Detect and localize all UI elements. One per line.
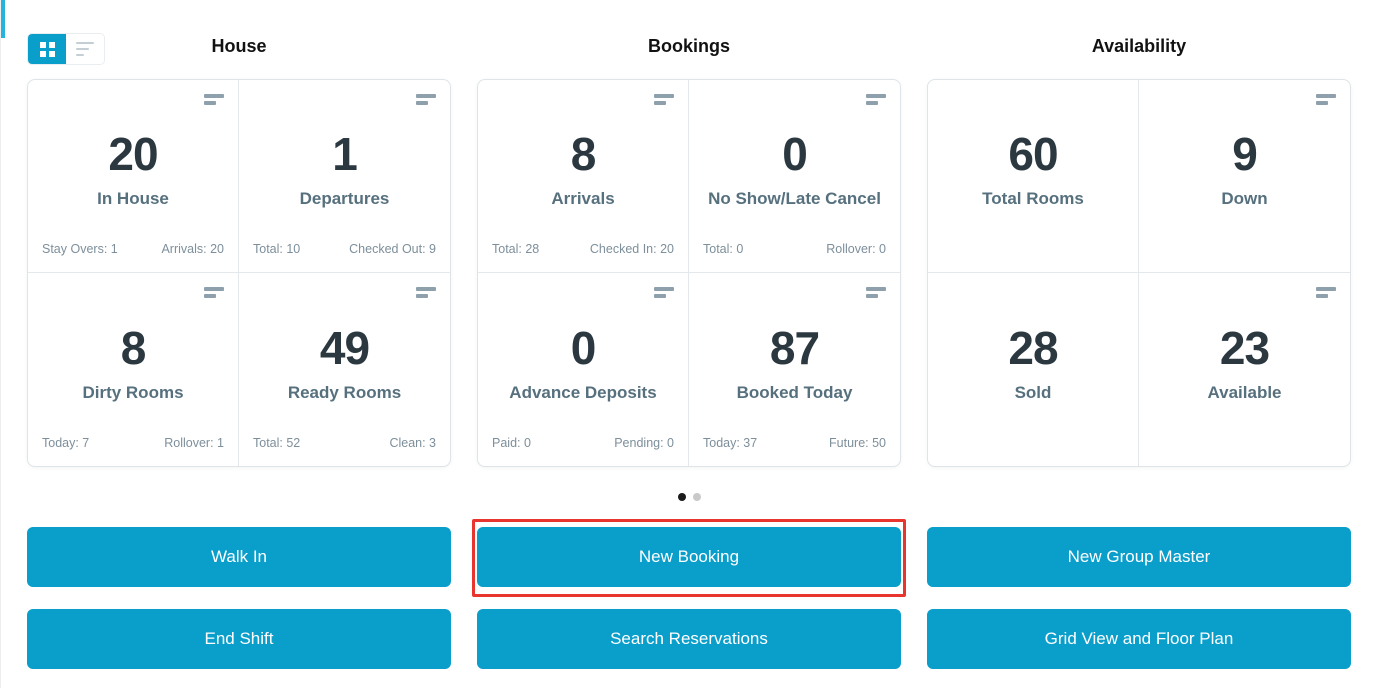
- card-down[interactable]: 9 Down: [1139, 80, 1350, 273]
- stat-value: 60: [1008, 128, 1058, 180]
- card-advance-deposits[interactable]: 0 Advance Deposits Paid: 0 Pending: 0: [478, 273, 689, 466]
- stat-footnote-right: Pending: 0: [614, 436, 674, 450]
- stat-label: Down: [1221, 189, 1268, 208]
- card-menu-icon[interactable]: [654, 94, 674, 105]
- bookings-card-group: 8 Arrivals Total: 28 Checked In: 20 0 No…: [477, 79, 901, 467]
- new-group-master-button[interactable]: New Group Master: [927, 527, 1351, 587]
- stat-value: 0: [570, 321, 597, 374]
- stat-value: 87: [769, 321, 820, 374]
- stat-label: Total Rooms: [982, 189, 1084, 208]
- card-available[interactable]: 23 Available: [1139, 273, 1350, 466]
- walk-in-button[interactable]: Walk In: [27, 527, 451, 587]
- list-view-button[interactable]: [66, 34, 104, 64]
- stat-footnote-left: Total: 52: [253, 436, 301, 450]
- section-title-availability: Availability: [1091, 36, 1187, 56]
- stat-footnote-right: Future: 50: [829, 436, 886, 450]
- stat-value: 20: [108, 128, 158, 180]
- stat-footnote-right: Rollover: 0: [826, 242, 886, 256]
- stat-value: 49: [319, 321, 370, 374]
- stat-footnote-right: Arrivals: 20: [161, 242, 224, 256]
- stat-footnote-left: Paid: 0: [492, 436, 531, 450]
- availability-card-group: 60 Total Rooms 9 Down 28 Sold: [927, 79, 1351, 467]
- stat-footnote-right: Clean: 3: [389, 436, 436, 450]
- card-menu-icon[interactable]: [654, 287, 674, 298]
- section-title-house: House: [211, 36, 267, 56]
- card-menu-icon[interactable]: [416, 94, 436, 105]
- stat-value: 9: [1232, 128, 1258, 180]
- section-title-bookings: Bookings: [647, 36, 730, 56]
- action-row-2: End Shift Search Reservations Grid View …: [27, 609, 1351, 669]
- stat-label: In House: [97, 189, 169, 208]
- card-sold[interactable]: 28 Sold: [928, 273, 1139, 466]
- page-left-edge: [0, 0, 1, 688]
- grid-view-floor-plan-button[interactable]: Grid View and Floor Plan: [927, 609, 1351, 669]
- search-reservations-button[interactable]: Search Reservations: [477, 609, 901, 669]
- stat-value: 0: [782, 128, 808, 180]
- stat-label: No Show/Late Cancel: [708, 189, 881, 208]
- card-arrivals[interactable]: 8 Arrivals Total: 28 Checked In: 20: [478, 80, 689, 273]
- stat-footnote-left: Total: 10: [253, 242, 301, 256]
- stat-footnote-left: Today: 37: [703, 436, 758, 450]
- action-row-1: Walk In New Booking New Group Master: [27, 519, 1351, 597]
- card-ready-rooms[interactable]: 49 Ready Rooms Total: 52 Clean: 3: [239, 273, 450, 466]
- carousel-dot-2[interactable]: [692, 493, 701, 501]
- stat-value: 28: [1008, 321, 1058, 374]
- new-booking-button[interactable]: New Booking: [477, 527, 901, 587]
- end-shift-button[interactable]: End Shift: [27, 609, 451, 669]
- stat-footnote-right: Rollover: 1: [164, 436, 224, 450]
- stat-label: Advance Deposits: [509, 382, 657, 402]
- card-menu-icon[interactable]: [204, 287, 224, 298]
- grid-view-button[interactable]: [28, 34, 66, 64]
- stat-footnote-left: Stay Overs: 1: [42, 242, 118, 256]
- card-booked-today[interactable]: 87 Booked Today Today: 37 Future: 50: [689, 273, 900, 466]
- stat-label: Sold: [1014, 382, 1052, 402]
- stat-label: Dirty Rooms: [82, 382, 184, 402]
- card-menu-icon[interactable]: [1316, 287, 1336, 298]
- card-menu-icon[interactable]: [866, 287, 886, 298]
- stat-label: Available: [1207, 382, 1282, 402]
- stat-footnote-right: Checked Out: 9: [349, 242, 436, 256]
- house-card-group: 20 In House Stay Overs: 1 Arrivals: 20 1…: [27, 79, 451, 467]
- stat-label: Departures: [299, 189, 390, 208]
- carousel-dot-1[interactable]: [677, 493, 686, 501]
- card-menu-icon[interactable]: [416, 287, 436, 298]
- stat-card-groups: 20 In House Stay Overs: 1 Arrivals: 20 1…: [27, 79, 1351, 467]
- stat-label: Booked Today: [736, 382, 853, 402]
- stat-label: Ready Rooms: [287, 382, 402, 402]
- view-toggle[interactable]: [27, 33, 105, 65]
- card-departures[interactable]: 1 Departures Total: 10 Checked Out: 9: [239, 80, 450, 273]
- stat-footnote-left: Total: 0: [703, 242, 744, 256]
- stat-value: 23: [1219, 321, 1270, 374]
- card-menu-icon[interactable]: [866, 94, 886, 105]
- carousel-dots: [27, 493, 1351, 501]
- card-no-show-late-cancel[interactable]: 0 No Show/Late Cancel Total: 0 Rollover:…: [689, 80, 900, 273]
- stat-footnote-left: Total: 28: [492, 242, 540, 256]
- stat-value: 8: [570, 128, 597, 180]
- stat-label: Arrivals: [551, 189, 615, 208]
- card-total-rooms[interactable]: 60 Total Rooms: [928, 80, 1139, 273]
- corner-accent-bar: [1, 0, 5, 38]
- section-headers: House Bookings Availability: [27, 0, 1351, 57]
- stat-value: 8: [120, 321, 147, 374]
- stat-footnote-left: Today: 7: [42, 436, 90, 450]
- card-menu-icon[interactable]: [204, 94, 224, 105]
- card-menu-icon[interactable]: [1316, 94, 1336, 105]
- card-dirty-rooms[interactable]: 8 Dirty Rooms Today: 7 Rollover: 1: [28, 273, 239, 466]
- card-in-house[interactable]: 20 In House Stay Overs: 1 Arrivals: 20: [28, 80, 239, 273]
- stat-value: 1: [332, 128, 358, 180]
- grid-view-icon: [39, 41, 55, 57]
- list-view-icon: [76, 42, 94, 56]
- stat-footnote-right: Checked In: 20: [589, 242, 674, 256]
